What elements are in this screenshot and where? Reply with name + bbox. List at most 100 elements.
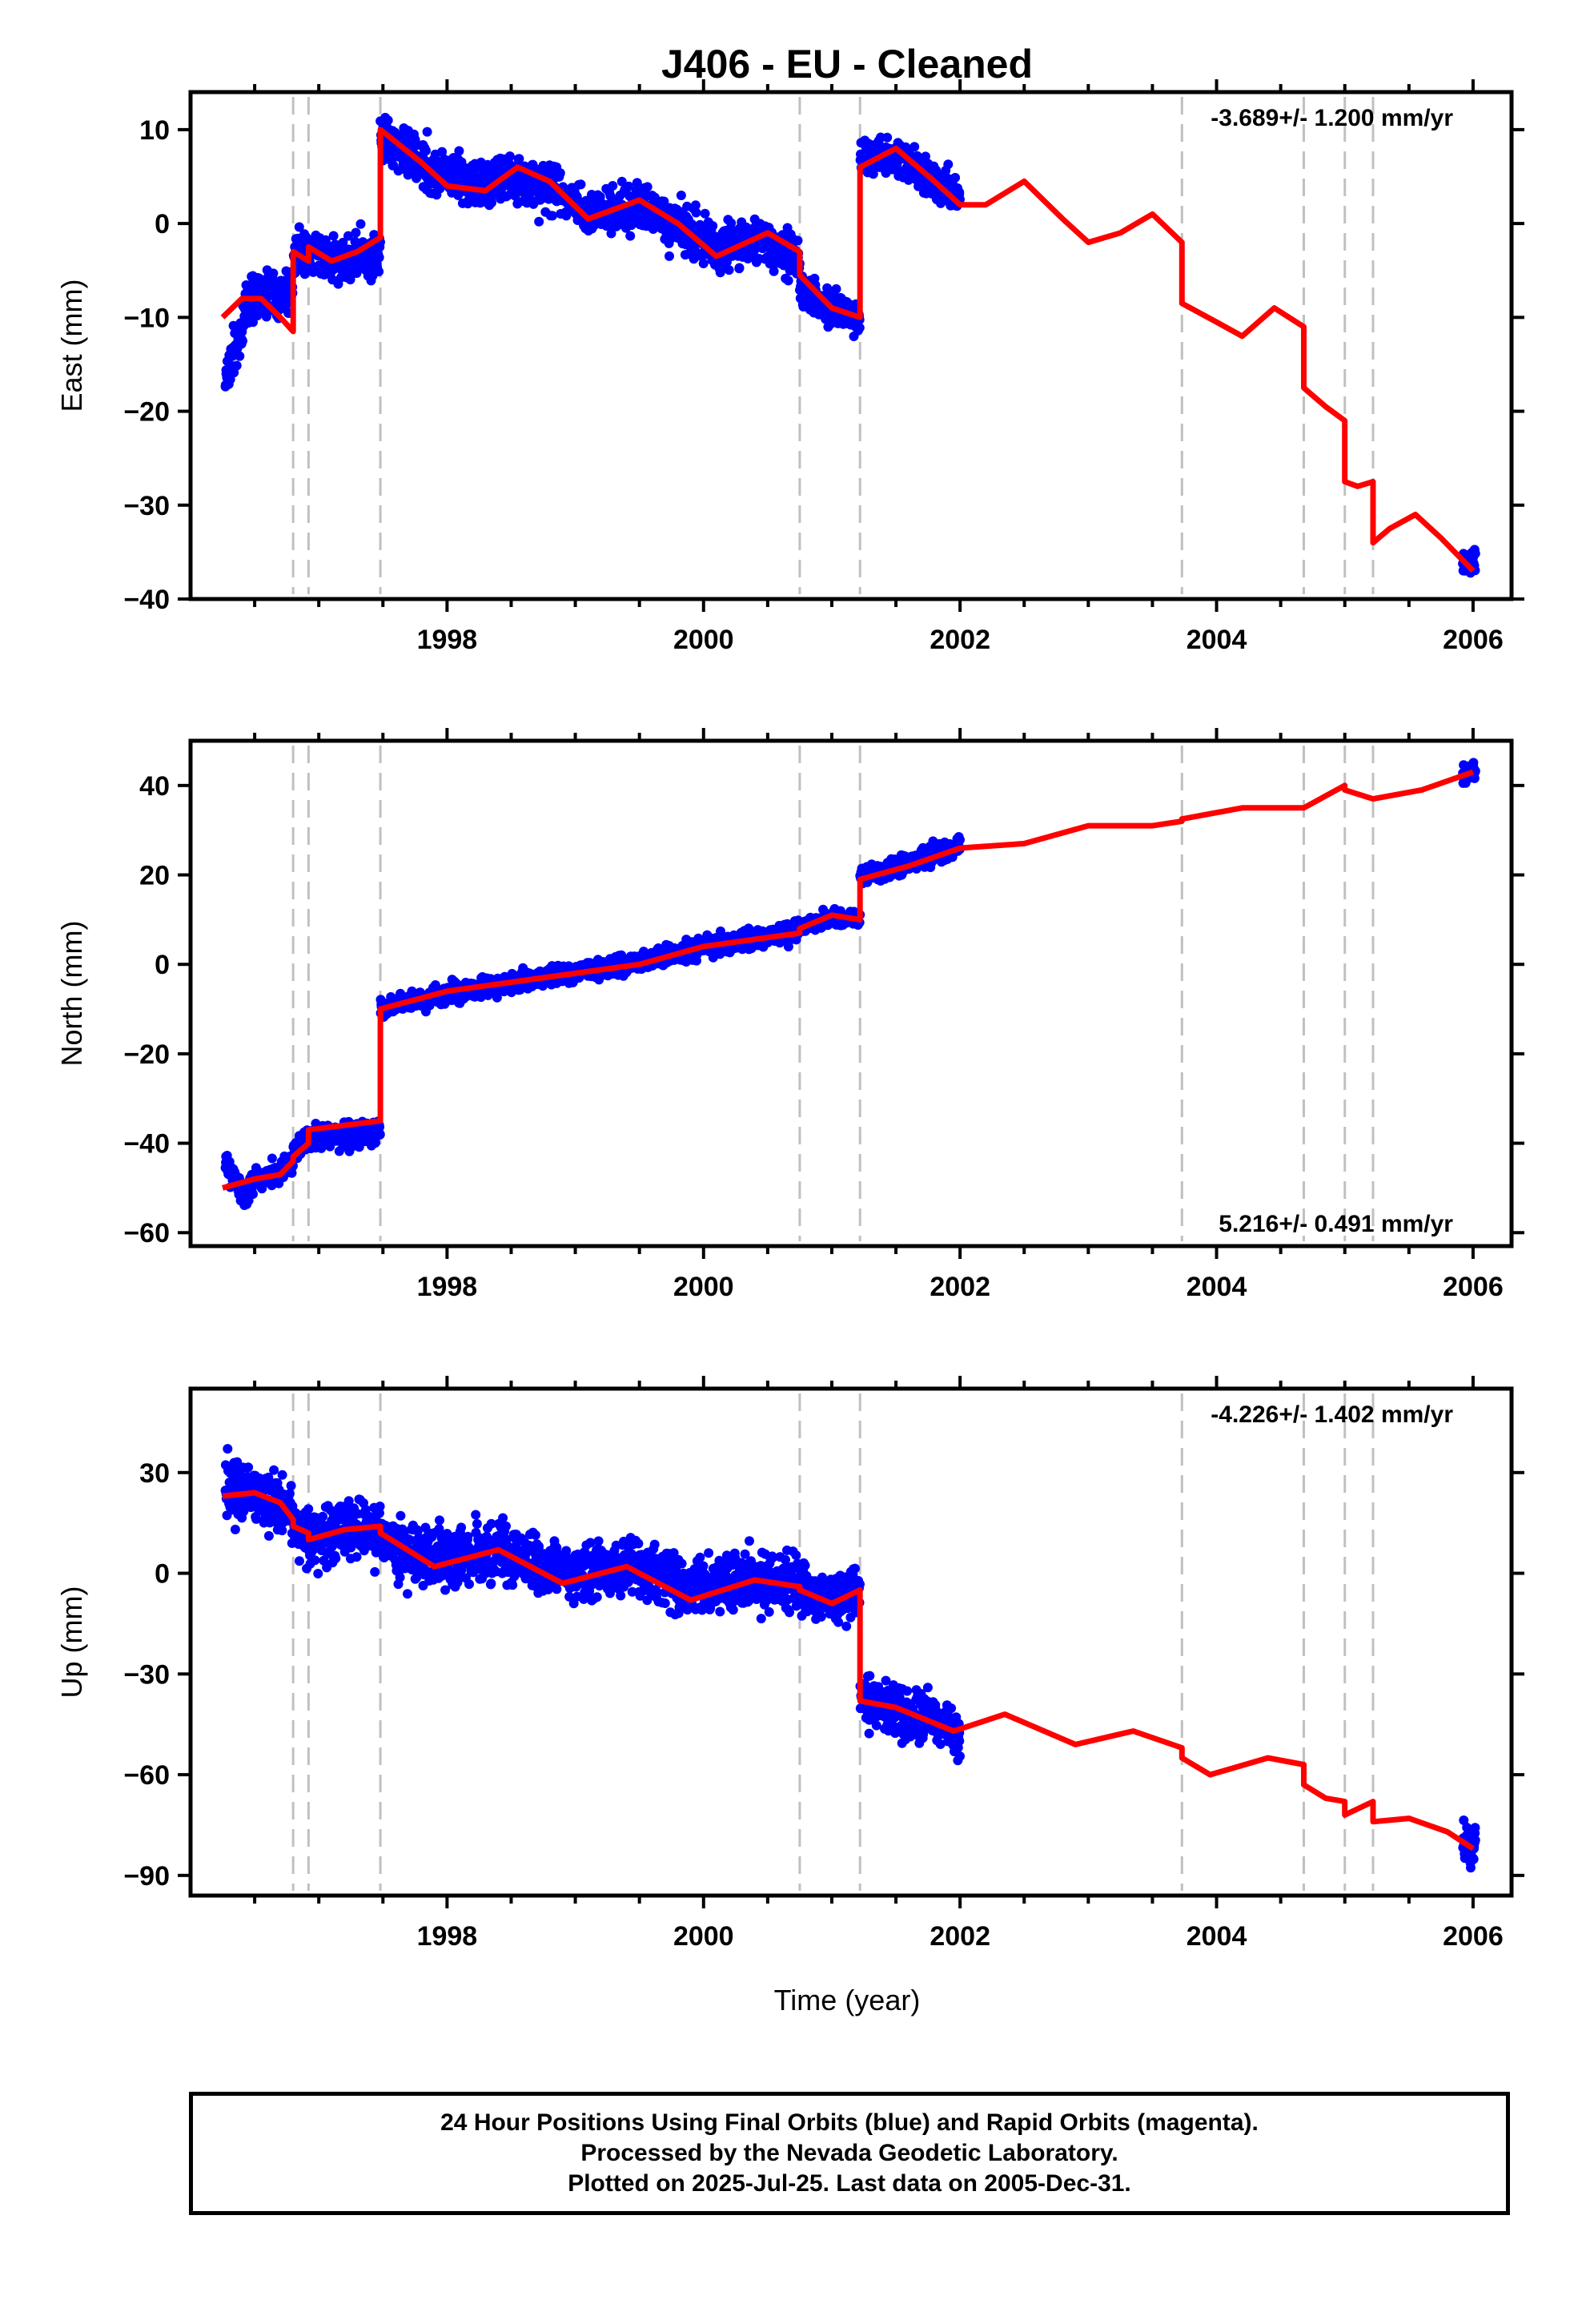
model-curve-east xyxy=(220,127,1476,573)
data-point xyxy=(345,275,355,285)
data-point xyxy=(921,151,930,162)
data-point xyxy=(882,132,893,143)
data-point xyxy=(793,235,803,246)
data-point xyxy=(239,1506,249,1517)
data-point xyxy=(510,191,520,201)
data-point xyxy=(616,176,627,187)
data-point xyxy=(576,179,586,190)
data-point xyxy=(783,942,793,952)
data-point xyxy=(831,283,841,294)
x-tick-label: 2006 xyxy=(1443,625,1504,655)
data-point xyxy=(374,252,384,263)
data-point xyxy=(868,169,878,179)
plot-frame-north xyxy=(188,738,1514,1248)
data-point xyxy=(700,208,710,219)
data-point xyxy=(534,216,544,227)
x-tick-label: 2000 xyxy=(673,625,734,655)
data-point xyxy=(338,237,348,247)
data-point xyxy=(351,1552,362,1562)
rate-label-east: -3.689+/- 1.200 mm/yr xyxy=(1211,105,1453,131)
data-point xyxy=(251,1514,261,1524)
plot-frame-east xyxy=(188,90,1514,601)
data-point xyxy=(504,151,515,162)
data-point xyxy=(277,1526,287,1536)
data-point xyxy=(328,231,339,241)
data-point xyxy=(708,221,718,231)
x-tick-label: 1998 xyxy=(417,625,478,655)
chart-title: J406 - EU - Cleaned xyxy=(661,42,1033,86)
data-point xyxy=(691,207,701,218)
y-tick-label: 20 xyxy=(139,861,170,891)
data-point xyxy=(783,275,793,286)
data-point xyxy=(310,1555,320,1566)
data-point xyxy=(235,351,245,361)
data-point xyxy=(243,1462,254,1473)
data-point xyxy=(351,227,361,238)
observations-north xyxy=(220,758,1480,1210)
data-point xyxy=(374,267,384,277)
data-point xyxy=(375,1129,385,1140)
data-point xyxy=(487,198,496,208)
rate-label-north: 5.216+/- 0.491 mm/yr xyxy=(1219,1211,1453,1237)
data-point xyxy=(1468,758,1479,768)
data-point xyxy=(230,1524,240,1534)
data-point xyxy=(514,154,524,164)
data-point xyxy=(395,1572,405,1582)
data-point xyxy=(375,1502,385,1511)
data-point xyxy=(555,168,565,179)
data-point xyxy=(726,218,737,228)
data-point xyxy=(1470,549,1480,559)
data-point xyxy=(248,1189,258,1199)
x-axis-label: Time (year) xyxy=(774,1984,921,2016)
data-point xyxy=(854,323,865,333)
data-point xyxy=(284,1489,295,1499)
data-point xyxy=(343,1496,354,1506)
x-tick-label: 2006 xyxy=(1443,1272,1504,1302)
data-point xyxy=(231,360,242,371)
data-point xyxy=(331,1554,341,1563)
data-point xyxy=(548,211,557,221)
data-point xyxy=(313,1569,323,1578)
data-point xyxy=(659,196,669,207)
data-point xyxy=(263,1530,274,1541)
y-tick-label: −60 xyxy=(123,1218,170,1248)
y-tick-label: 0 xyxy=(155,950,170,980)
x-tick-label: 2000 xyxy=(673,1272,734,1302)
panels: 10 0 −10 −20 −30 −40 1998 2000 2002 2004 2006 East … xyxy=(55,79,1524,1952)
data-point xyxy=(454,146,464,156)
model-curve-north xyxy=(222,769,1475,1191)
data-point xyxy=(294,222,304,232)
data-point xyxy=(421,146,431,156)
data-point xyxy=(267,1153,277,1164)
x-tick-label: 2002 xyxy=(930,625,990,655)
data-point xyxy=(724,265,734,275)
y-tick-label: −30 xyxy=(123,491,170,521)
y-tick-label: −20 xyxy=(123,1039,170,1070)
data-point xyxy=(277,1470,287,1480)
data-point xyxy=(943,159,954,170)
data-point xyxy=(676,191,686,200)
data-point xyxy=(286,1481,296,1491)
y-axis-label-east: East (mm) xyxy=(55,279,88,412)
y-tick-label: 10 xyxy=(139,115,170,146)
y-tick-label: −40 xyxy=(123,585,170,615)
data-point xyxy=(318,1511,328,1522)
observations-east xyxy=(220,112,1480,578)
data-point xyxy=(437,147,448,157)
observations-up xyxy=(220,1444,1480,1873)
data-point xyxy=(642,182,652,192)
data-point xyxy=(471,163,481,174)
data-point xyxy=(632,178,642,188)
data-point xyxy=(295,1556,304,1566)
x-tick-label: 2004 xyxy=(1186,1272,1247,1302)
data-point xyxy=(238,336,247,346)
data-point xyxy=(608,181,618,191)
data-point xyxy=(954,187,965,198)
y-tick-label: −10 xyxy=(123,303,170,333)
data-point xyxy=(396,1510,406,1521)
y-tick-label: 0 xyxy=(155,209,170,239)
data-point xyxy=(403,1589,412,1599)
data-point xyxy=(375,1122,385,1132)
